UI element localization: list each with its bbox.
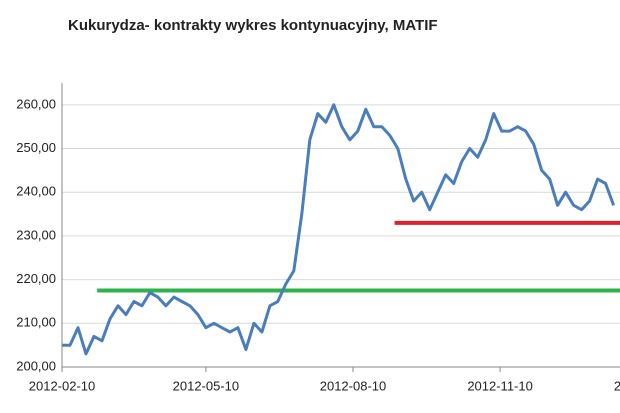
chart-title: Kukurydza- kontrakty wykres kontynuacyjn… xyxy=(68,17,438,34)
x-tick-label: 2012-02-10 xyxy=(29,378,96,393)
x-tick-label: 2013-02-10 xyxy=(614,378,620,393)
y-tick-label: 230,00 xyxy=(16,227,56,242)
series-line xyxy=(62,103,616,356)
y-tick-label: 250,00 xyxy=(16,140,56,155)
x-tick-label: 2012-05-10 xyxy=(173,378,240,393)
y-tick-label: 210,00 xyxy=(16,315,56,330)
x-tick-label: 2012-08-10 xyxy=(320,378,387,393)
y-tick-label: 220,00 xyxy=(16,271,56,286)
x-tick-label: 2012-11-10 xyxy=(467,378,533,393)
y-tick-label: 260,00 xyxy=(16,96,56,111)
y-tick-label: 200,00 xyxy=(16,358,56,373)
y-tick-label: 240,00 xyxy=(16,184,56,199)
